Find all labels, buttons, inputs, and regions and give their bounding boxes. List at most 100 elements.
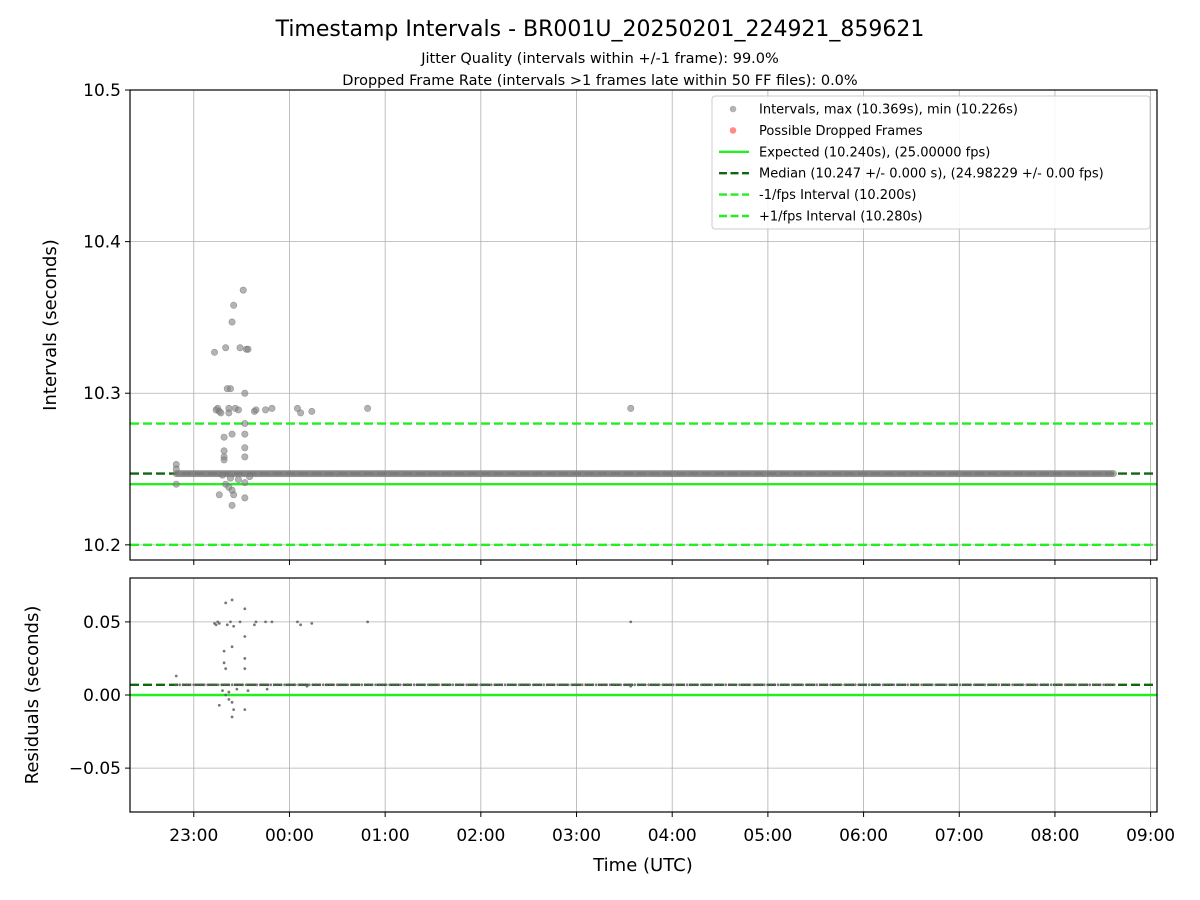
data-point <box>174 674 178 678</box>
data-point <box>227 683 231 687</box>
data-point <box>997 683 1001 687</box>
data-point <box>692 683 696 687</box>
data-point <box>647 683 651 687</box>
legend-label: Intervals, max (10.369s), min (10.226s) <box>759 103 1018 118</box>
data-point <box>713 683 717 687</box>
data-point <box>262 406 270 414</box>
data-point <box>703 683 707 687</box>
data-point <box>241 444 249 452</box>
data-point <box>276 683 280 687</box>
data-point <box>251 683 255 687</box>
data-point <box>444 683 448 687</box>
data-point <box>867 683 871 687</box>
data-point <box>224 667 228 671</box>
data-point <box>622 683 626 687</box>
data-point <box>367 683 371 687</box>
data-point <box>244 345 252 353</box>
legend-label: Expected (10.240s), (25.00000 fps) <box>759 145 990 160</box>
data-point <box>895 683 899 687</box>
data-point <box>314 683 318 687</box>
data-point <box>857 683 861 687</box>
x-tick-label: 04:00 <box>648 826 697 846</box>
data-point <box>643 683 647 687</box>
data-point <box>878 683 882 687</box>
data-point <box>853 683 857 687</box>
data-point <box>268 404 276 412</box>
data-point <box>542 683 546 687</box>
data-point <box>269 683 273 687</box>
data-point <box>293 683 297 687</box>
legend-entries: Intervals, max (10.369s), min (10.226s) P… <box>719 103 1104 225</box>
data-point <box>489 683 493 687</box>
data-point <box>710 683 714 687</box>
data-point <box>402 683 406 687</box>
data-point <box>283 683 287 687</box>
data-point <box>724 683 728 687</box>
data-point <box>235 687 239 691</box>
x-tick-label: 23:00 <box>169 826 218 846</box>
data-point <box>310 621 314 625</box>
data-point <box>979 683 983 687</box>
data-point <box>192 683 196 687</box>
data-point <box>930 683 934 687</box>
data-point <box>899 683 903 687</box>
data-point <box>325 683 329 687</box>
data-point <box>232 624 236 628</box>
data-point <box>172 465 180 473</box>
data-point <box>801 683 805 687</box>
x-tick-label: 01:00 <box>361 826 410 846</box>
data-point <box>209 683 213 687</box>
y-tick-label: 0.05 <box>83 613 121 633</box>
data-point <box>262 683 266 687</box>
data-point <box>224 601 228 605</box>
data-point <box>566 683 570 687</box>
data-point <box>906 683 910 687</box>
data-point <box>472 683 476 687</box>
data-point <box>986 683 990 687</box>
data-point <box>563 683 567 687</box>
data-point <box>752 683 756 687</box>
data-point <box>549 683 553 687</box>
data-point <box>958 683 962 687</box>
data-point <box>185 683 189 687</box>
data-point <box>941 683 945 687</box>
data-point <box>615 683 619 687</box>
data-point <box>738 683 742 687</box>
data-point <box>241 420 249 428</box>
data-point <box>717 683 721 687</box>
data-point <box>241 494 249 502</box>
data-point <box>552 683 556 687</box>
data-point <box>969 683 973 687</box>
y-tick-label: 10.2 <box>83 536 121 556</box>
data-point <box>246 473 254 481</box>
data-point <box>230 301 238 309</box>
data-point <box>363 683 367 687</box>
data-point <box>776 683 780 687</box>
data-point <box>222 649 226 653</box>
data-point <box>299 623 303 627</box>
data-point <box>475 683 479 687</box>
data-point <box>1056 683 1060 687</box>
data-point <box>255 683 259 687</box>
data-point <box>454 683 458 687</box>
data-point <box>214 623 218 627</box>
data-point <box>850 683 854 687</box>
data-point <box>591 683 595 687</box>
data-point <box>440 683 444 687</box>
data-point <box>916 683 920 687</box>
data-point <box>265 687 269 691</box>
data-point <box>217 621 221 625</box>
data-point <box>318 683 322 687</box>
data-point <box>1042 683 1046 687</box>
intervals-y-axis-label: Intervals (seconds) <box>40 239 61 411</box>
data-point <box>246 689 250 693</box>
data-point <box>706 683 710 687</box>
data-point <box>342 683 346 687</box>
data-point <box>479 683 483 687</box>
legend-box <box>711 95 1151 230</box>
chart-subtitle-dropped: Dropped Frame Rate (intervals >1 frames … <box>342 73 857 89</box>
data-point <box>682 683 686 687</box>
residuals-y-ticks: −0.05 0.00 0.05 <box>69 613 130 779</box>
data-point <box>909 683 913 687</box>
data-point <box>181 683 185 687</box>
